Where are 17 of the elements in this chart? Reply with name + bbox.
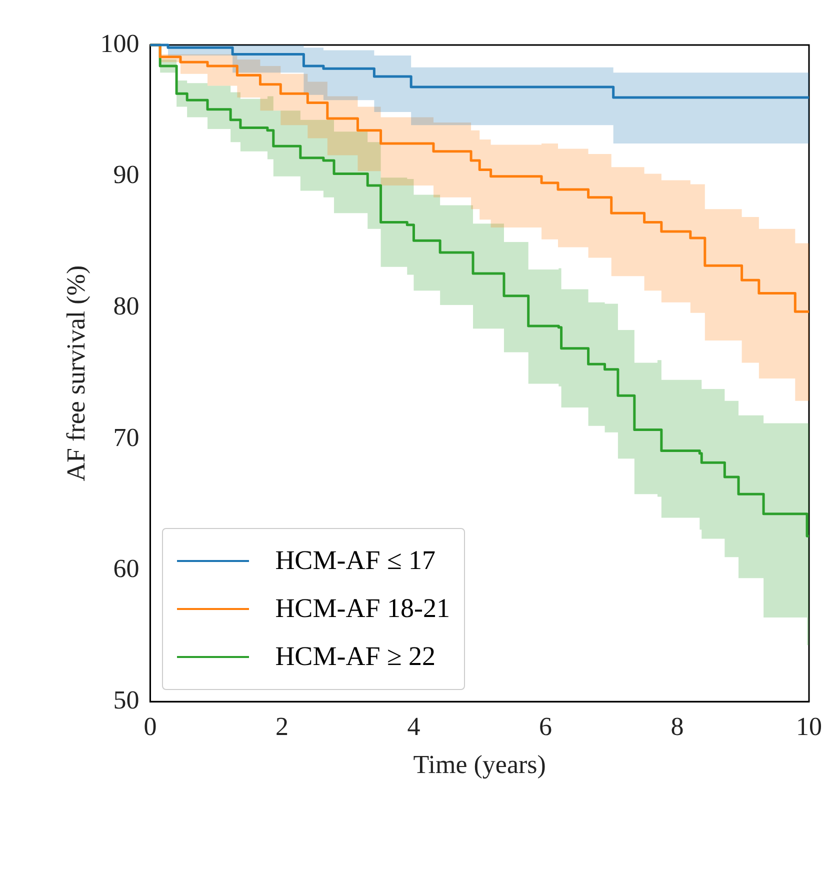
- x-axis-title: Time (years): [413, 750, 546, 780]
- x-tick-label: 0: [144, 712, 157, 742]
- legend-label: HCM-AF ≤ 17: [275, 545, 436, 576]
- x-tick-label: 2: [275, 712, 288, 742]
- legend-label: HCM-AF 18-21: [275, 593, 450, 624]
- y-tick-label: 70: [113, 422, 140, 452]
- x-tick-label: 8: [670, 712, 684, 742]
- y-tick-label: 60: [113, 554, 140, 584]
- y-tick-label: 50: [113, 685, 140, 714]
- legend-label: HCM-AF ≥ 22: [275, 641, 436, 672]
- y-tick-label: 100: [100, 28, 140, 58]
- y-tick-label: 90: [113, 160, 140, 190]
- x-tick-label: 10: [796, 712, 822, 742]
- y-axis-title: AF free survival (%): [61, 265, 90, 482]
- x-tick-label: 4: [407, 712, 420, 742]
- y-tick-label: 80: [113, 291, 140, 320]
- x-tick-label: 6: [538, 712, 552, 742]
